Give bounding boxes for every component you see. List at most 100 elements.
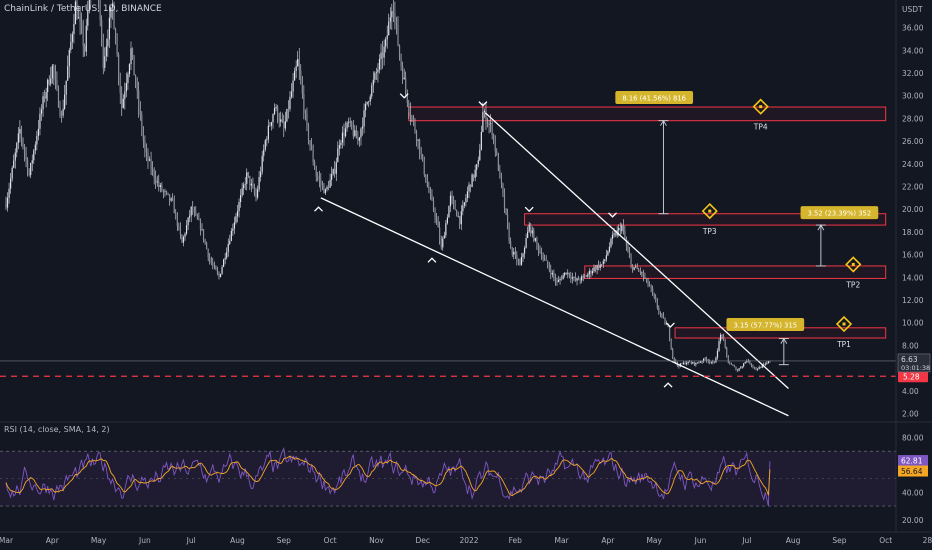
- candle-body: [581, 276, 583, 281]
- candle-body: [344, 128, 347, 137]
- candle-body: [402, 66, 404, 80]
- candle-body: [42, 96, 44, 110]
- candle-body: [757, 369, 759, 370]
- time-tick-label: Jun: [694, 536, 707, 545]
- time-tick-label: Nov: [369, 536, 384, 545]
- candle-body: [608, 246, 611, 252]
- candle-body: [761, 365, 763, 368]
- candle-body: [255, 193, 257, 198]
- candle-body: [139, 107, 141, 116]
- candle-body: [669, 327, 671, 340]
- candle-body: [452, 198, 455, 203]
- target-label-text: 8.16 (41.56%) 816: [622, 94, 686, 102]
- candle-body: [508, 225, 510, 242]
- candle-body: [460, 211, 462, 225]
- candle-body: [591, 271, 594, 274]
- candle-body: [621, 225, 623, 232]
- candle-body: [47, 79, 49, 93]
- candle-body: [743, 363, 745, 367]
- candle-body: [642, 272, 644, 277]
- candle-body: [468, 184, 470, 192]
- candle-body: [70, 41, 72, 51]
- candle-body: [250, 183, 252, 186]
- candle-body: [573, 277, 575, 278]
- candle-body: [187, 217, 189, 226]
- support-price-badge: [898, 370, 928, 383]
- candle-body: [565, 272, 567, 274]
- price-tick-label: 26.00: [902, 137, 924, 146]
- candle-body: [168, 194, 171, 201]
- candle-body: [701, 361, 703, 362]
- candle-body: [510, 241, 512, 248]
- candle-body: [736, 370, 739, 371]
- candle-body: [440, 240, 442, 248]
- candle-body: [673, 357, 675, 361]
- candle-body: [315, 169, 317, 177]
- candle-body: [491, 123, 493, 135]
- candle-body: [113, 3, 115, 29]
- candle-body: [130, 48, 132, 65]
- candle-body: [545, 258, 547, 261]
- support-price-label: 5.28: [903, 372, 920, 381]
- candle-body: [503, 193, 506, 209]
- candle-body: [284, 121, 286, 129]
- candle-body: [448, 206, 450, 218]
- candle-body: [594, 267, 597, 270]
- candle-body: [437, 219, 439, 228]
- candle-body: [682, 362, 685, 364]
- candle-body: [368, 101, 370, 103]
- candle-body: [207, 249, 209, 258]
- candle-body: [557, 279, 560, 282]
- candle-body: [758, 367, 760, 370]
- candle-body: [767, 361, 770, 364]
- candle-body: [337, 148, 339, 163]
- candle-body: [716, 350, 719, 358]
- candle-body: [11, 167, 13, 179]
- candle-body: [45, 92, 47, 99]
- candle-body: [568, 272, 570, 277]
- candle-body: [181, 234, 183, 243]
- candle-body: [571, 277, 574, 279]
- candle-body: [81, 22, 83, 29]
- candle-body: [729, 363, 731, 365]
- rsi-title[interactable]: RSI (14, close, SMA, 14, 2): [4, 425, 110, 434]
- candle-body: [425, 174, 427, 182]
- candle-body: [434, 210, 436, 218]
- time-tick-label: Apr: [46, 536, 60, 545]
- candle-body: [270, 122, 273, 126]
- candle-body: [295, 66, 297, 72]
- candle-body: [31, 160, 33, 164]
- candle-body: [687, 361, 689, 364]
- candle-body: [341, 132, 344, 143]
- candle-body: [40, 109, 43, 114]
- candle-body: [726, 347, 728, 356]
- candle-body: [661, 313, 663, 316]
- candle-body: [613, 233, 615, 235]
- candle-body: [218, 273, 220, 278]
- target-diamond-icon-center: [851, 262, 855, 266]
- drawings-layer: 3.15 (57.77%) 315 8.16 (41.56%) 816 3.52 (…: [0, 90, 896, 417]
- candle-body: [485, 110, 487, 124]
- time-tick-label: Aug: [786, 536, 801, 545]
- candle-body: [138, 90, 140, 108]
- price-tick-label: 32.00: [902, 69, 924, 78]
- price-tick-label: 16.00: [902, 251, 924, 260]
- candle-body: [289, 96, 291, 110]
- candle-body: [182, 236, 185, 243]
- candle-body: [118, 54, 120, 78]
- candle-body: [50, 78, 52, 84]
- candle-body: [704, 358, 706, 360]
- candle-body: [33, 150, 35, 161]
- candle-body: [193, 212, 195, 213]
- candle-body: [201, 229, 203, 230]
- candle-body: [215, 266, 217, 270]
- candle-body: [352, 128, 354, 136]
- candle-body: [395, 17, 398, 25]
- time-tick-label: May: [91, 536, 107, 545]
- symbol-title[interactable]: ChainLink / TetherUS, 1D, BINANCE: [4, 4, 162, 14]
- candle-body: [715, 357, 717, 363]
- candle-body: [306, 113, 308, 126]
- candle-body: [559, 278, 561, 280]
